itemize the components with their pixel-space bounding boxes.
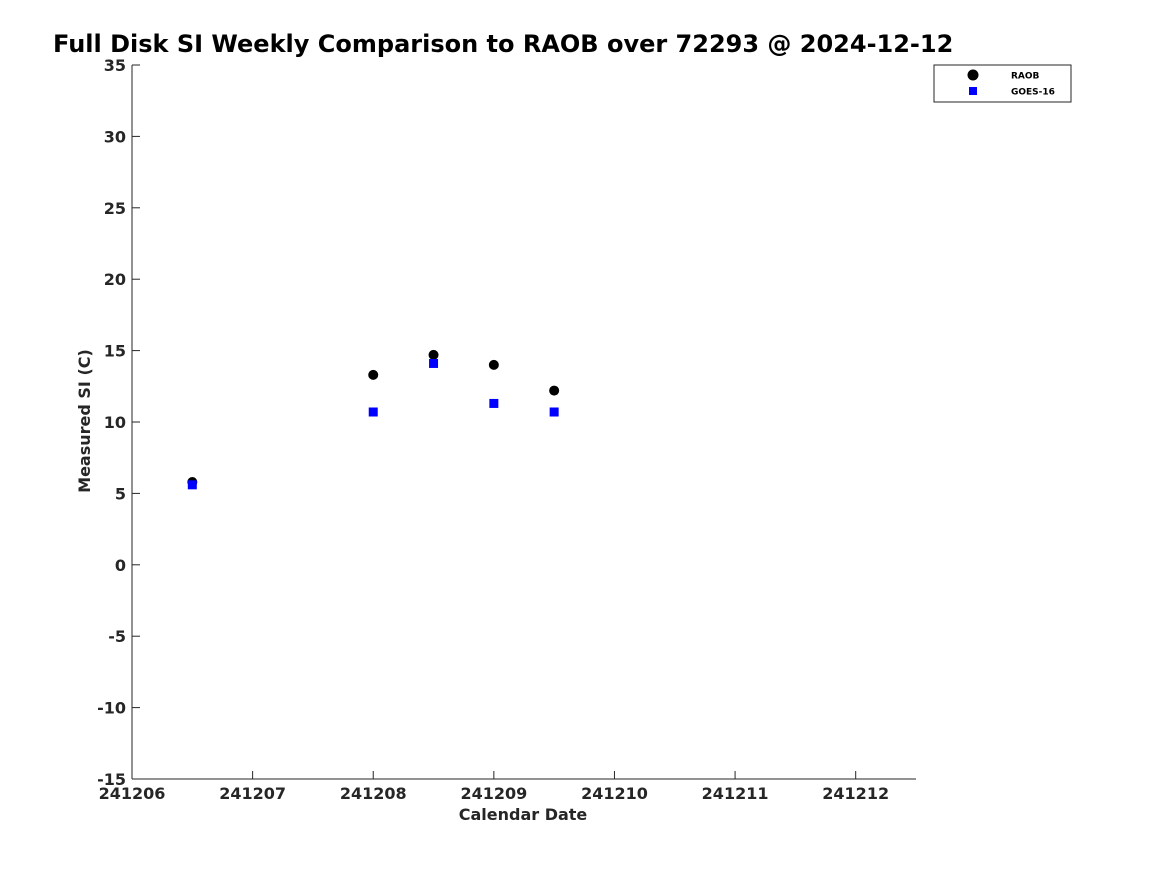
y-tick-label: 15: [104, 342, 126, 361]
series-goes-16: [187, 358, 559, 490]
legend: RAOB GOES-16: [933, 64, 1072, 103]
raob-point: [428, 349, 439, 360]
y-tick-label: -10: [97, 699, 126, 718]
legend-label: GOES-16: [1011, 88, 1055, 98]
x-tick-label: 241210: [581, 784, 648, 803]
goes16-point: [549, 407, 559, 417]
raob-point: [368, 369, 379, 380]
series-raob: [187, 349, 560, 487]
y-tick-label: 20: [104, 270, 126, 289]
raob-point: [549, 385, 560, 396]
goes16-point: [368, 407, 378, 417]
y-tick-label: 35: [104, 56, 126, 75]
x-axis-ticks: 241206 241207 241208 241209 241210 241211 2412…: [99, 771, 889, 803]
x-tick-label: 241207: [219, 784, 286, 803]
goes16-point: [187, 480, 197, 490]
goes16-point: [429, 358, 439, 368]
x-tick-label: 241208: [340, 784, 407, 803]
y-tick-label: 10: [104, 413, 126, 432]
legend-marker-goes16: [969, 87, 977, 95]
series-layer: [187, 349, 560, 490]
x-tick-label: 241206: [99, 784, 166, 803]
x-tick-label: 241212: [822, 784, 889, 803]
raob-point: [488, 359, 499, 370]
x-axis-label: Calendar Date: [459, 805, 588, 824]
y-axis-label: Measured SI (C): [75, 349, 94, 493]
y-tick-label: -15: [97, 770, 126, 789]
y-tick-label: -5: [108, 627, 126, 646]
legend-box: [933, 64, 1072, 103]
chart-title: Full Disk SI Weekly Comparison to RAOB o…: [53, 30, 953, 58]
legend-label: RAOB: [1011, 72, 1040, 82]
x-tick-label: 241209: [460, 784, 527, 803]
y-tick-label: 30: [104, 127, 126, 146]
x-tick-label: 241211: [702, 784, 769, 803]
y-tick-label: 5: [115, 484, 126, 503]
plot-area: [131, 65, 916, 780]
y-tick-label: 25: [104, 199, 126, 218]
legend-marker-raob: [967, 69, 979, 81]
y-axis-ticks: -15 -10 -5 0 5 10 15 20 25 30 35: [97, 56, 140, 789]
goes16-point: [489, 398, 499, 408]
y-tick-label: 0: [115, 556, 126, 575]
